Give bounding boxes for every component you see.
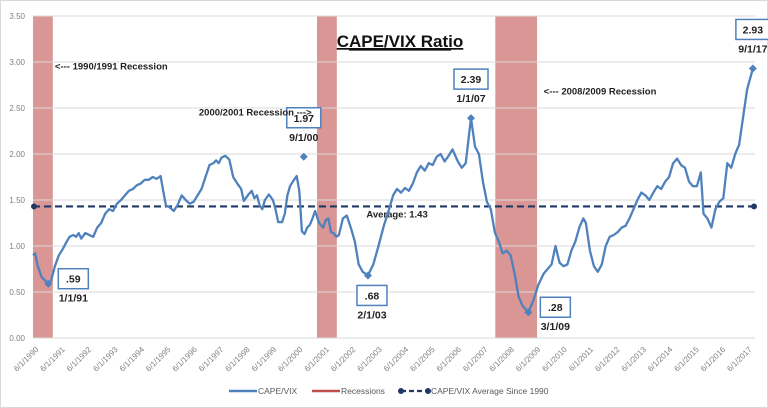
callout-box [453,68,489,90]
x-tick-label: 6/1/2002 [329,345,358,374]
x-tick-label: 6/1/2001 [303,345,332,374]
callout-value: .59 [66,274,81,286]
x-tick-label: 6/1/1998 [223,345,252,374]
x-tick-label: 6/1/1992 [65,345,94,374]
recession-annotation: 2000/2001 Recession ---> [199,108,312,119]
x-tick-label: 6/1/2003 [355,345,384,374]
average-line-start-marker [31,203,37,210]
callout-date: 9/1/17 [738,43,767,55]
recession-band [495,16,538,338]
callout-marker [748,64,757,73]
x-tick-label: 6/1/1993 [91,345,120,374]
callout-value: 2.39 [461,74,482,86]
recession-annotation: <--- 2008/2009 Recession [544,86,657,97]
callout-marker [363,271,372,280]
x-tick-label: 6/1/2011 [567,345,595,373]
x-tick-label: 6/1/1995 [144,345,173,374]
x-tick-label: 6/1/1991 [38,345,67,374]
y-tick-label: 1.00 [9,242,25,251]
series-group [32,68,755,314]
x-tick-label: 6/1/2009 [514,345,543,374]
x-axis-ticks: 6/1/19906/1/19916/1/19926/1/19936/1/1994… [12,345,754,374]
y-axis-ticks: 0.00 0.50 1.00 1.50 2.00 2.50 3.00 3.50 [9,12,25,343]
legend-marker-average-start [398,388,404,394]
y-tick-label: 2.00 [9,150,25,159]
callout-marker [44,279,53,288]
callout-value: 2.93 [743,24,764,36]
x-tick-label: 6/1/2016 [699,345,728,374]
gridlines [33,15,755,339]
x-tick-label: 6/1/2007 [461,345,490,374]
callout-value: .28 [548,302,563,314]
legend: CAPE/VIX Recessions CAPE/VIX Average Since… [229,386,549,396]
average-label: Average: 1.43 [366,209,427,220]
legend-label-cape-vix: CAPE/VIX [258,386,298,396]
y-tick-label: 3.50 [9,12,25,21]
x-tick-label: 6/1/2010 [540,345,569,374]
y-tick-label: 0.50 [9,288,25,297]
recession-band [316,16,337,338]
x-tick-label: 6/1/1996 [171,345,200,374]
legend-label-average: CAPE/VIX Average Since 1990 [431,386,549,396]
callout-date: 3/1/09 [541,321,570,333]
y-tick-label: 1.50 [9,196,25,205]
chart-title: CAPE/VIX Ratio [337,32,464,51]
x-tick-label: 6/1/2014 [646,345,675,374]
x-tick-label: 6/1/2005 [408,345,437,374]
callout-box [356,284,388,307]
average-line-end-marker [751,203,757,210]
recession-annotation: <--- 1990/1991 Recession [55,62,168,73]
x-tick-label: 6/1/1990 [12,345,41,374]
cape-vix-line [32,68,755,314]
callout-box [57,267,90,290]
x-tick-label: 6/1/2006 [435,345,464,374]
callout-marker [524,308,533,317]
x-tick-label: 6/1/1994 [118,345,147,374]
callout-date: 1/1/91 [59,293,88,305]
callout-box [735,18,768,41]
x-tick-label: 6/1/1997 [197,345,226,374]
callout-box [286,107,322,129]
y-tick-label: 3.00 [9,58,25,67]
y-tick-label: 0.00 [9,334,25,343]
callout-date: 1/1/07 [456,93,485,105]
callout-marker [299,152,308,161]
x-tick-label: 6/1/2004 [382,345,411,374]
legend-label-recessions: Recessions [341,386,385,396]
x-tick-label: 6/1/1999 [250,345,279,374]
callout-value: .68 [365,290,380,302]
callout-date: 9/1/00 [289,132,318,144]
annotations: <--- 1990/1991 Recession 2000/2001 Recess… [55,62,657,119]
legend-marker-average-end [425,388,431,394]
recession-band [33,16,53,338]
callout-value: 1.97 [294,113,315,125]
callouts: .59 1/1/91 1.97 9/1/00 .68 2/1/03 2.39 1/1/07 .2… [44,18,768,333]
x-tick-label: 6/1/2012 [593,345,622,374]
average-line-group: Average: 1.43 [31,203,757,220]
x-tick-label: 6/1/2017 [725,345,754,374]
x-tick-label: 6/1/2015 [672,345,701,374]
callout-marker [467,114,476,123]
y-tick-label: 2.50 [9,104,25,113]
recession-bands [33,16,538,338]
x-tick-label: 6/1/2008 [488,345,517,374]
x-tick-label: 6/1/2000 [276,345,305,374]
x-tick-label: 6/1/2013 [620,345,649,374]
callout-date: 2/1/03 [357,309,386,321]
callout-box [539,296,572,318]
